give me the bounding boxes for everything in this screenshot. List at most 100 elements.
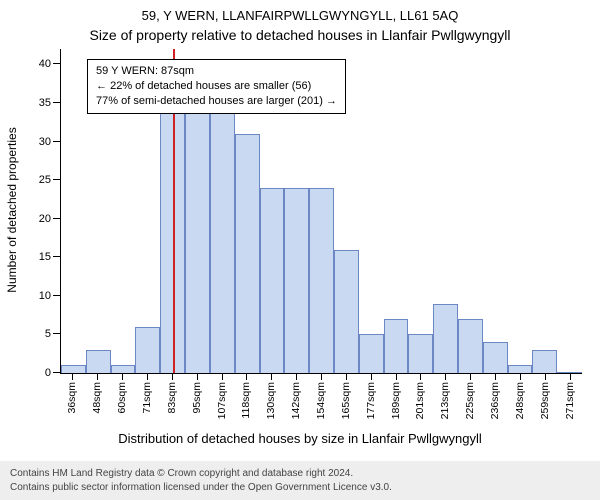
x-tick-cell: 154sqm [309, 374, 334, 424]
x-tick-label: 48sqm [91, 382, 103, 414]
x-tick-cell: 271sqm [557, 374, 582, 424]
x-tick-label: 118sqm [240, 382, 252, 419]
x-tick-label: 213sqm [439, 382, 451, 419]
x-axis-label: Distribution of detached houses by size … [0, 429, 600, 446]
x-tick-mark [346, 374, 347, 380]
footer-line-1: Contains HM Land Registry data © Crown c… [10, 467, 590, 481]
x-tick-label: 259sqm [539, 382, 551, 419]
x-tick-mark [570, 374, 571, 380]
footer-line-2: Contains public sector information licen… [10, 481, 590, 495]
x-tick-mark [371, 374, 372, 380]
x-tick-mark [197, 374, 198, 380]
y-tick-label: 0 [45, 367, 61, 379]
x-tick-mark [520, 374, 521, 380]
x-tick-label: 154sqm [315, 382, 327, 419]
histogram-bar [334, 250, 359, 373]
x-tick-cell: 142sqm [284, 374, 309, 424]
x-tick-cell: 201sqm [408, 374, 433, 424]
annotation-box: 59 Y WERN: 87sqm ← 22% of detached house… [87, 59, 346, 114]
histogram-bar [185, 88, 210, 373]
histogram-bar [508, 365, 533, 373]
x-tick-label: 271sqm [564, 382, 576, 419]
x-tick-mark [72, 374, 73, 380]
y-tick-label: 20 [39, 213, 61, 225]
x-tick-label: 165sqm [340, 382, 352, 419]
histogram-bar [309, 188, 334, 373]
x-tick-label: 236sqm [489, 382, 501, 419]
x-tick-cell: 60sqm [110, 374, 135, 424]
x-tick-mark [396, 374, 397, 380]
x-tick-label: 189sqm [390, 382, 402, 419]
x-tick-cell: 259sqm [532, 374, 557, 424]
histogram-bar [532, 350, 557, 373]
y-tick-label: 35 [39, 97, 61, 109]
x-tick-cell: 213sqm [433, 374, 458, 424]
x-tick-cell: 225sqm [458, 374, 483, 424]
y-tick-label: 15 [39, 251, 61, 263]
histogram-bar [359, 334, 384, 373]
y-axis-label: Number of detached properties [5, 127, 19, 292]
y-tick-label: 40 [39, 58, 61, 70]
histogram-bar [260, 188, 285, 373]
histogram-bar [135, 327, 160, 373]
x-tick-cell: 189sqm [383, 374, 408, 424]
x-tick-cell: 248sqm [507, 374, 532, 424]
histogram-bar [384, 319, 409, 373]
annotation-line-2: ← 22% of detached houses are smaller (56… [96, 79, 337, 94]
histogram-bar [458, 319, 483, 373]
y-tick-label: 30 [39, 136, 61, 148]
annotation-line-3: 77% of semi-detached houses are larger (… [96, 94, 337, 109]
x-tick-mark [172, 374, 173, 380]
x-tick-mark [321, 374, 322, 380]
histogram-bar [284, 188, 309, 373]
x-tick-mark [147, 374, 148, 380]
histogram-bar [557, 372, 582, 373]
x-tick-label: 107sqm [216, 382, 228, 419]
x-tick-cell: 107sqm [209, 374, 234, 424]
x-tick-cell: 177sqm [358, 374, 383, 424]
histogram-bar [86, 350, 111, 373]
x-tick-cell: 36sqm [60, 374, 85, 424]
x-tick-mark [420, 374, 421, 380]
histogram-bar [433, 304, 458, 373]
y-tick-label: 10 [39, 290, 61, 302]
x-tick-mark [271, 374, 272, 380]
x-tick-mark [545, 374, 546, 380]
x-tick-mark [495, 374, 496, 380]
x-tick-mark [97, 374, 98, 380]
x-tick-label: 71sqm [141, 382, 153, 414]
x-tick-cell: 236sqm [483, 374, 508, 424]
x-axis-ticks: 36sqm 48sqm 60sqm 71sqm 83sqm 95sqm 107sqm 118s… [60, 374, 582, 429]
histogram-bar [235, 134, 260, 373]
x-tick-cell: 48sqm [85, 374, 110, 424]
x-tick-mark [122, 374, 123, 380]
histogram-bar [408, 334, 433, 373]
plot-region: 59 Y WERN: 87sqm ← 22% of detached house… [60, 49, 582, 374]
x-tick-label: 36sqm [66, 382, 78, 414]
x-tick-cell: 118sqm [234, 374, 259, 424]
x-tick-cell: 95sqm [184, 374, 209, 424]
attribution-footer: Contains HM Land Registry data © Crown c… [0, 461, 600, 500]
chart-area: 59 Y WERN: 87sqm ← 22% of detached house… [60, 49, 582, 374]
x-tick-label: 95sqm [191, 382, 203, 414]
x-tick-label: 83sqm [166, 382, 178, 414]
x-tick-label: 201sqm [414, 382, 426, 419]
x-tick-label: 130sqm [265, 382, 277, 419]
x-tick-cell: 83sqm [159, 374, 184, 424]
x-tick-mark [246, 374, 247, 380]
y-tick-label: 25 [39, 174, 61, 186]
annotation-line-1: 59 Y WERN: 87sqm [96, 64, 337, 79]
x-tick-cell: 130sqm [259, 374, 284, 424]
x-tick-label: 142sqm [290, 382, 302, 419]
histogram-bar [483, 342, 508, 373]
x-tick-mark [222, 374, 223, 380]
histogram-bar [111, 365, 136, 373]
x-tick-label: 248sqm [514, 382, 526, 419]
chart-subtitle: Size of property relative to detached ho… [0, 23, 600, 49]
x-tick-mark [470, 374, 471, 380]
histogram-bar [61, 365, 86, 373]
histogram-bar [210, 103, 235, 373]
x-tick-label: 60sqm [116, 382, 128, 414]
x-tick-mark [296, 374, 297, 380]
y-tick-label: 5 [45, 328, 61, 340]
